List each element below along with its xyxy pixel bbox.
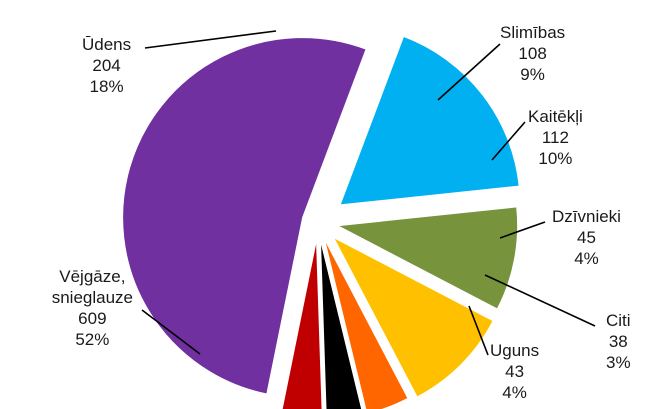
percent-label-vejgaze: 52% (75, 330, 109, 349)
leader-line-slimibas (437, 43, 501, 101)
category-label-slimibas: Slimības (500, 23, 565, 42)
percent-label-slimibas: 9% (520, 65, 545, 84)
category-label-vejgaze-2: snieglauze (52, 288, 133, 307)
value-label-udens: 204 (92, 56, 120, 75)
category-label-kaitekli: Kaitēkļi (528, 107, 583, 126)
slice-labels: Slimības 108 9% Kaitēkļi 112 10% Dzīvnieki 45 4%… (52, 23, 631, 402)
pie-slice-uguns (281, 239, 323, 409)
pie-slices (122, 35, 520, 409)
pie-slice-kaitekli (332, 236, 494, 398)
value-label-citi: 38 (609, 332, 628, 351)
percent-label-citi: 3% (606, 353, 631, 372)
value-label-slimibas: 108 (518, 44, 546, 63)
value-label-kaitekli: 112 (542, 128, 569, 147)
value-label-vejgaze: 609 (78, 309, 106, 328)
category-label-citi: Citi (606, 311, 631, 330)
category-label-udens: Ūdens (82, 35, 131, 54)
category-label-vejgaze-1: Vējgāze, (59, 267, 125, 286)
leader-line-citi (484, 274, 596, 327)
percent-label-udens: 18% (90, 77, 124, 96)
pie-slice-vejgaze (122, 37, 367, 395)
percent-label-kaitekli: 10% (538, 149, 572, 168)
category-label-uguns: Uguns (490, 341, 539, 360)
category-label-dzivnieki: Dzīvnieki (552, 207, 621, 226)
leader-lines (141, 30, 596, 356)
percent-label-dzivnieki: 4% (574, 249, 599, 268)
pie-slice-udens (339, 35, 520, 206)
pie-slice-citi (319, 239, 363, 409)
leader-line-uguns (468, 305, 489, 356)
leader-line-kaitekli (491, 121, 526, 161)
leader-line-dzivnieki (499, 221, 546, 239)
pie-slice-dzivnieki (323, 238, 409, 409)
pie-slice-slimibas (335, 206, 519, 310)
value-label-dzivnieki: 45 (577, 228, 596, 247)
leader-line-udens (144, 30, 277, 49)
percent-label-uguns: 4% (502, 383, 527, 402)
value-label-uguns: 43 (505, 362, 524, 381)
leader-line-vejgaze (141, 309, 201, 355)
